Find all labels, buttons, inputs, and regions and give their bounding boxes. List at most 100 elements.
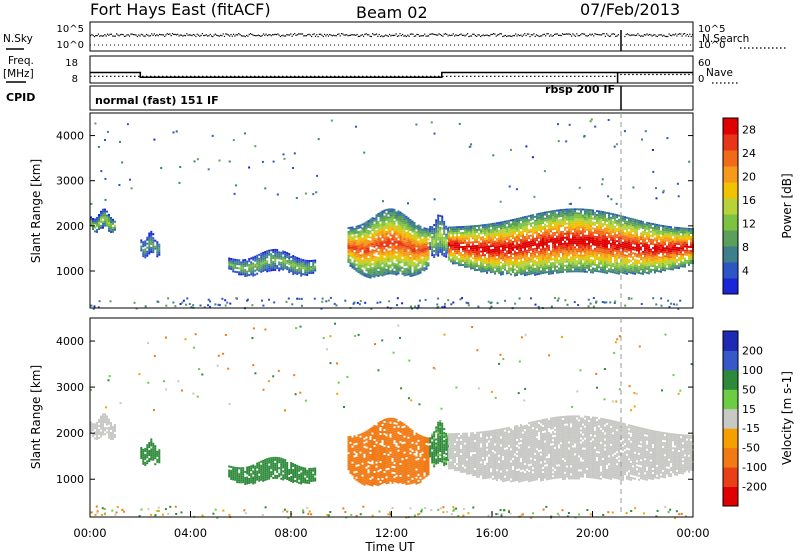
range-cell (494, 230, 496, 233)
range-cell (312, 267, 315, 270)
range-cell (626, 268, 628, 271)
range-cell (542, 258, 544, 260)
range-cell (614, 267, 616, 270)
range-cell (660, 230, 662, 233)
range-cell (409, 271, 412, 273)
range-cell (96, 230, 98, 233)
range-cell (409, 259, 412, 261)
range-cell (361, 263, 364, 266)
range-cell (644, 257, 646, 260)
nsky-point (311, 35, 313, 37)
nsky-point (253, 34, 255, 37)
range-cell (516, 272, 518, 274)
range-cell (419, 249, 422, 252)
range-cell (435, 233, 438, 236)
range-cell (544, 213, 546, 216)
range-cell (622, 267, 624, 270)
range-cell (556, 221, 558, 224)
range-cell (441, 239, 444, 242)
range-cell (403, 270, 406, 273)
range-cell (96, 228, 98, 231)
range-cell (516, 230, 518, 232)
range-cell (562, 252, 564, 255)
nsky-point (473, 33, 475, 35)
range-cell (405, 261, 408, 264)
range-cell (383, 211, 386, 214)
range-cell (361, 247, 364, 250)
range-cell (630, 245, 632, 248)
range-cell (389, 220, 392, 223)
power-heatmap-data (90, 118, 694, 310)
range-cell (542, 256, 544, 258)
range-cell (347, 253, 350, 255)
range-cell (520, 251, 522, 254)
range-cell (482, 228, 484, 231)
range-cell (397, 230, 400, 233)
range-cell (488, 235, 490, 238)
range-cell (596, 236, 598, 239)
range-cell (528, 267, 530, 270)
range-cell (448, 250, 450, 253)
range-cell (658, 266, 660, 269)
range-cell (544, 231, 546, 234)
range-cell (363, 266, 366, 269)
range-cell (154, 247, 157, 250)
nsky-point (321, 34, 323, 36)
range-cell (644, 247, 646, 250)
nsky-point (239, 34, 241, 36)
range-cell (486, 265, 488, 268)
range-cell (510, 255, 512, 258)
range-cell (371, 275, 374, 278)
range-cell (558, 237, 560, 240)
range-cell (464, 257, 466, 260)
range-cell (443, 246, 446, 249)
range-cell (534, 255, 536, 258)
range-cell (584, 268, 586, 271)
nsky-point (615, 35, 617, 37)
range-cell (468, 233, 470, 236)
nsky-point (278, 34, 280, 36)
range-cell (377, 244, 380, 247)
range-cell (448, 258, 450, 261)
range-cell (468, 235, 470, 238)
nsky-point (560, 35, 562, 37)
range-cell (407, 245, 410, 248)
nsky-point (217, 35, 219, 37)
range-cell (254, 269, 257, 272)
range-cell (586, 212, 588, 215)
range-cell (522, 252, 524, 255)
range-cell (357, 259, 360, 262)
range-cell (433, 244, 436, 247)
nsky-point (121, 33, 123, 35)
range-cell (488, 231, 490, 234)
range-cell (530, 266, 532, 269)
range-cell (664, 229, 666, 232)
range-cell (296, 259, 299, 261)
range-cell (435, 237, 438, 240)
range-cell (646, 257, 648, 260)
range-cell (351, 228, 354, 231)
range-cell (600, 250, 602, 253)
range-cell (562, 222, 564, 225)
range-cell (648, 222, 650, 225)
range-cell (355, 269, 358, 272)
nsky-point (350, 34, 352, 36)
range-cell (458, 248, 460, 251)
range-cell (373, 245, 376, 248)
range-cell (399, 233, 402, 236)
range-cell (492, 228, 494, 231)
range-cell (486, 245, 488, 248)
nsky-point (405, 35, 408, 38)
range-cell (622, 225, 624, 228)
range-cell (620, 237, 622, 240)
range-cell (616, 220, 618, 223)
range-cell (347, 243, 350, 245)
range-cell (518, 267, 520, 270)
range-cell (363, 242, 366, 245)
range-cell (371, 271, 374, 274)
range-cell (552, 232, 554, 235)
range-cell (630, 219, 632, 222)
range-cell (640, 242, 642, 245)
range-cell (566, 234, 568, 237)
range-cell (349, 226, 352, 229)
